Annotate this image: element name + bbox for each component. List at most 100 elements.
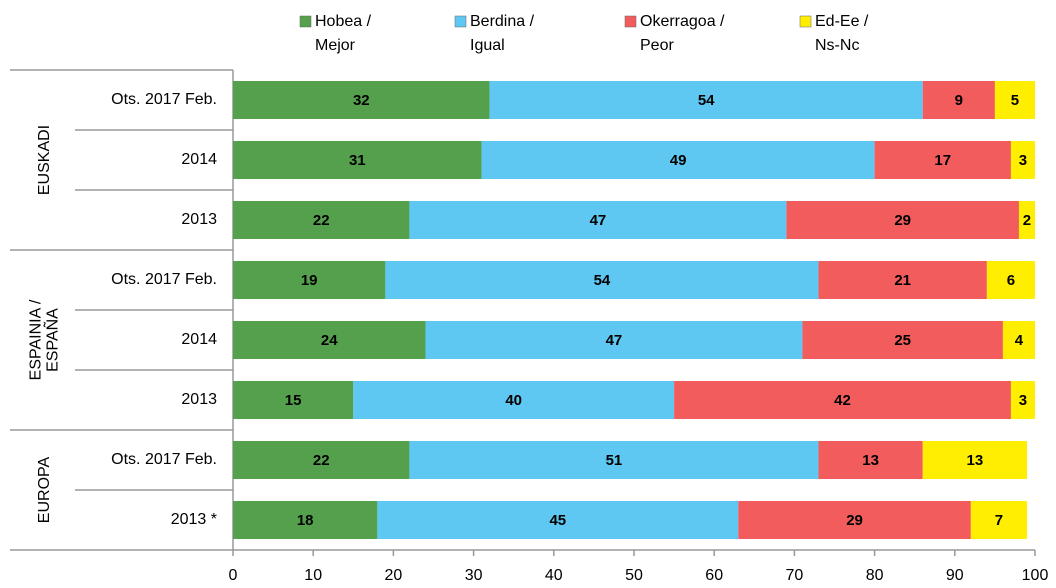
data-label: 13	[967, 452, 984, 469]
bar-segment	[818, 441, 923, 479]
bar-segment	[922, 441, 1027, 479]
bar-segment	[986, 261, 1035, 299]
bar-segment	[1010, 141, 1035, 179]
bar-segment	[802, 321, 1003, 359]
x-tick-label: 40	[545, 567, 563, 584]
bar-segment	[409, 441, 819, 479]
legend-label: Peor	[640, 37, 674, 54]
data-label: 19	[301, 272, 318, 289]
bar-segment	[233, 141, 482, 179]
group-label: ESPAÑA	[42, 308, 62, 372]
x-tick-label: 90	[946, 567, 964, 584]
data-label: 21	[894, 272, 911, 289]
data-label: 22	[313, 212, 330, 229]
data-label: 3	[1019, 392, 1027, 409]
legend-label: Ed-Ee /	[815, 13, 869, 30]
bar-segment	[489, 81, 923, 119]
bar-segment	[1002, 321, 1035, 359]
bar-segment	[409, 201, 787, 239]
group-label: ESPAINIA /	[28, 299, 45, 380]
data-label: 45	[549, 512, 566, 529]
legend-swatch	[624, 15, 637, 28]
bar-segment	[233, 201, 410, 239]
x-tick-label: 10	[304, 567, 322, 584]
x-tick-label: 60	[705, 567, 723, 584]
category-label: 2013 *	[171, 511, 217, 528]
bar-segment	[233, 381, 354, 419]
legend-label: Ns-Nc	[815, 37, 859, 54]
legend-swatch	[454, 15, 467, 28]
bar-segment	[818, 261, 987, 299]
bar-segment	[786, 201, 1019, 239]
data-label: 15	[285, 392, 302, 409]
group-label: EUROPA	[36, 456, 53, 523]
x-tick-label: 20	[385, 567, 403, 584]
data-label: 31	[349, 152, 366, 169]
data-label: 29	[894, 212, 911, 229]
category-label: Ots. 2017 Feb.	[111, 271, 217, 288]
data-label: 13	[862, 452, 879, 469]
legend-label: Igual	[470, 37, 505, 54]
bar-segment	[377, 501, 739, 539]
x-tick-label: 30	[465, 567, 483, 584]
bar-segment	[233, 81, 490, 119]
category-label: 2014	[181, 151, 217, 168]
data-label: 54	[594, 272, 611, 289]
bar-segment	[1010, 381, 1035, 419]
group-label: EUSKADI	[36, 125, 53, 195]
data-label: 18	[297, 512, 314, 529]
data-label: 49	[670, 152, 687, 169]
x-tick-label: 100	[1022, 567, 1049, 584]
bar-segment	[233, 261, 386, 299]
bar-segment	[922, 81, 995, 119]
legend-label: Berdina /	[470, 13, 535, 30]
data-label: 17	[934, 152, 951, 169]
data-label: 29	[846, 512, 863, 529]
bar-segment	[970, 501, 1027, 539]
data-label: 54	[698, 92, 715, 109]
bar-segment	[994, 81, 1035, 119]
bar-segment	[674, 381, 1011, 419]
data-label: 2	[1023, 212, 1031, 229]
category-label: 2013	[181, 211, 217, 228]
x-tick-label: 0	[229, 567, 238, 584]
bar-segment	[233, 441, 410, 479]
category-label: Ots. 2017 Feb.	[111, 451, 217, 468]
data-label: 24	[321, 332, 338, 349]
legend-label: Hobea /	[315, 13, 372, 30]
category-label: Ots. 2017 Feb.	[111, 91, 217, 108]
data-label: 42	[834, 392, 851, 409]
legend-label: Okerragoa /	[640, 13, 725, 30]
bar-segment	[385, 261, 819, 299]
bar-segment	[874, 141, 1011, 179]
legend-swatch	[799, 15, 812, 28]
bar-segment	[233, 501, 378, 539]
data-label: 47	[606, 332, 623, 349]
data-label: 9	[955, 92, 963, 109]
x-tick-label: 50	[625, 567, 643, 584]
category-label: 2014	[181, 331, 217, 348]
bar-segment	[233, 321, 426, 359]
bar-segment	[425, 321, 803, 359]
data-label: 7	[995, 512, 1003, 529]
x-tick-label: 80	[866, 567, 884, 584]
data-label: 40	[505, 392, 522, 409]
data-label: 22	[313, 452, 330, 469]
data-label: 5	[1011, 92, 1019, 109]
data-label: 6	[1007, 272, 1015, 289]
bar-segment	[481, 141, 875, 179]
bar-segment	[353, 381, 675, 419]
x-tick-label: 70	[786, 567, 804, 584]
bar-segment	[738, 501, 971, 539]
data-label: 3	[1019, 152, 1027, 169]
data-label: 51	[606, 452, 623, 469]
data-label: 4	[1015, 332, 1024, 349]
data-label: 32	[353, 92, 370, 109]
legend-swatch	[299, 15, 312, 28]
legend-label: Mejor	[315, 37, 356, 54]
bar-segment	[1018, 201, 1035, 239]
category-label: 2013	[181, 391, 217, 408]
data-label: 47	[590, 212, 607, 229]
data-label: 25	[894, 332, 911, 349]
